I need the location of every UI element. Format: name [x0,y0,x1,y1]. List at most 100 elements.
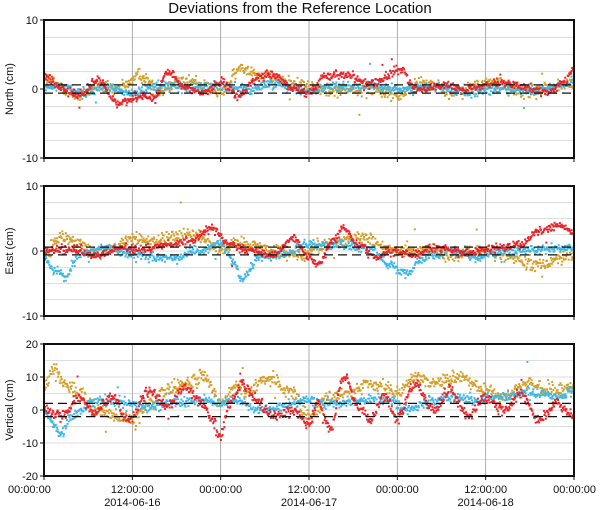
data-point [185,77,188,80]
data-point [191,78,194,81]
data-point [296,258,299,261]
data-point [147,258,150,261]
data-point [409,270,412,272]
data-point [353,84,356,87]
data-point [165,254,167,257]
data-point [68,85,71,88]
data-point [317,252,320,255]
data-point [321,244,324,247]
data-point [196,88,199,91]
data-point [433,251,436,254]
data-point [513,257,516,259]
data-point [370,81,373,84]
data-point [350,76,353,79]
data-point [415,261,418,264]
data-point [103,254,106,257]
data-point [305,83,308,85]
data-point [372,83,375,85]
data-point [528,249,531,252]
data-point [251,89,254,92]
data-point [268,85,271,88]
data-point [215,241,218,244]
data-point [544,87,547,90]
data-point [545,259,548,262]
data-point [96,89,99,92]
data-point [296,76,299,79]
data-point [58,232,61,234]
data-point [274,75,277,78]
data-point [391,75,394,78]
data-point [245,66,248,69]
data-point [149,256,152,259]
data-point [428,256,430,259]
data-point [387,74,390,77]
data-point [395,265,397,268]
data-point [69,86,72,89]
data-point [74,245,77,248]
data-point [250,79,253,82]
data-point [445,253,448,256]
data-point [207,251,210,254]
data-point [402,270,404,273]
data-point [382,93,385,96]
data-point [321,85,324,88]
data-point [150,248,153,251]
data-point [375,243,378,245]
data-point [298,248,301,251]
data-point [266,245,269,247]
data-point [278,76,281,79]
data-point [485,85,488,88]
data-point [282,249,285,252]
data-point [363,238,366,241]
data-point [174,80,177,83]
data-point [253,240,256,243]
data-point [522,83,525,86]
data-point [128,98,131,101]
data-point [351,85,354,88]
data-point [189,251,192,254]
data-point [347,242,350,244]
data-point [48,263,51,266]
data-point [70,269,73,272]
data-point [271,81,274,84]
data-point [406,89,409,92]
data-point [214,257,217,260]
data-point [140,251,143,254]
data-point [56,86,58,89]
data-point [166,83,169,86]
data-point [71,90,74,93]
data-point [140,235,143,238]
data-point [84,251,87,254]
data-point [570,70,573,73]
data-point [424,247,427,249]
data-point [514,252,516,255]
data-point [155,94,157,97]
data-point [484,89,486,92]
data-point [196,235,199,238]
data-point [203,240,206,243]
data-point [323,76,326,79]
data-point [151,94,154,97]
data-point [349,89,352,91]
data-point [357,237,360,240]
data-point [239,94,242,97]
data-point [403,93,406,95]
data-point [144,81,147,83]
data-point [256,254,259,257]
data-point [366,82,369,84]
data-point [428,87,430,90]
y-tick-label: 0 [32,84,38,96]
data-point [428,252,431,255]
data-point [568,86,571,88]
data-point [152,246,155,248]
data-point [333,86,336,89]
data-point [313,248,315,251]
data-point [399,87,402,90]
data-point [138,87,141,90]
data-point [340,90,343,93]
data-point [58,251,61,254]
data-point [507,257,509,260]
data-point [316,237,319,240]
data-point [136,70,139,73]
data-point [70,89,73,92]
